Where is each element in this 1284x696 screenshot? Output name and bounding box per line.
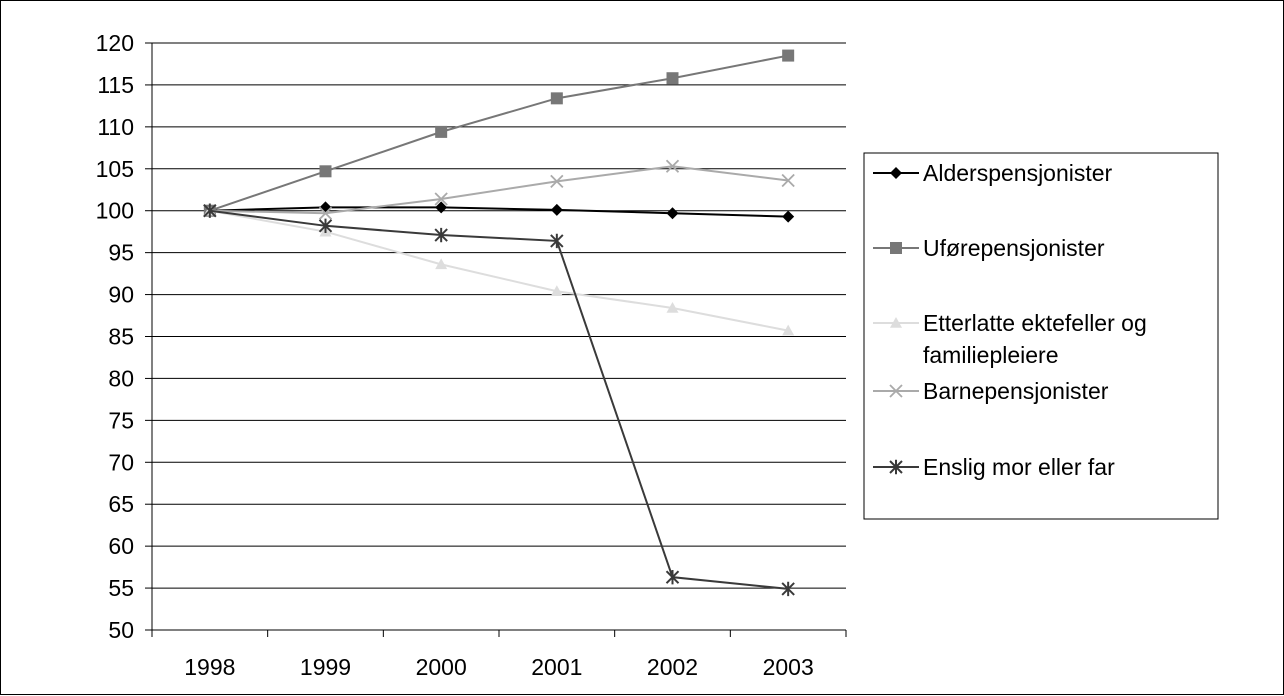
x-tick-label: 1998 <box>184 654 235 680</box>
series-line-alderspensjonister <box>209 206 789 218</box>
legend-marker-etterlatte-ektefeller-og-familiepleiere <box>890 317 902 328</box>
data-point-barnepensjonister <box>550 174 564 189</box>
y-tick-label: 120 <box>96 30 134 56</box>
data-point-barnepensjonister <box>781 173 795 188</box>
data-point-alderspensjonister <box>435 201 448 214</box>
series-line-barnepensjonister <box>209 165 789 215</box>
data-point-barnepensjonister <box>318 206 333 220</box>
x-tick-label: 2002 <box>647 654 698 680</box>
x-tick-label: 2003 <box>763 654 814 680</box>
data-point-etterlatte-ektefeller-og-familiepleiere <box>435 258 448 270</box>
legend-label-uf-repensjonister: Uførepensjonister <box>923 235 1105 261</box>
y-tick-label: 80 <box>108 365 134 391</box>
legend-marker-uf-repensjonister <box>890 242 902 254</box>
legend-label-line: familiepleiere <box>923 342 1059 368</box>
y-tick-label: 85 <box>108 324 134 350</box>
data-point-enslig-mor-eller-far <box>318 218 333 234</box>
y-tick-label: 105 <box>96 156 134 182</box>
x-tick-label: 1999 <box>300 654 351 680</box>
data-point-enslig-mor-eller-far <box>434 227 448 243</box>
data-point-barnepensjonister <box>434 192 448 206</box>
data-point-uf-repensjonister <box>319 165 332 178</box>
legend-marker-enslig-mor-eller-far <box>889 459 903 475</box>
data-point-enslig-mor-eller-far <box>203 203 217 218</box>
data-point-etterlatte-ektefeller-og-familiepleiere <box>782 324 795 336</box>
data-point-uf-repensjonister <box>782 49 795 62</box>
y-tick-label: 55 <box>108 575 134 601</box>
data-point-uf-repensjonister <box>550 92 563 105</box>
y-tick-label: 100 <box>96 198 134 224</box>
legend-box <box>863 152 1219 520</box>
data-point-enslig-mor-eller-far <box>665 569 680 585</box>
data-point-alderspensjonister <box>550 203 563 216</box>
y-tick-label: 90 <box>108 282 134 308</box>
y-tick-label: 70 <box>108 449 134 475</box>
x-tick-label: 2000 <box>416 654 467 680</box>
legend-marker-barnepensjonister <box>889 384 903 398</box>
y-tick-label: 60 <box>108 533 134 559</box>
data-point-enslig-mor-eller-far <box>781 581 795 597</box>
series-line-uf-repensjonister <box>209 54 789 212</box>
series-line-enslig-mor-eller-far <box>209 209 789 590</box>
y-tick-label: 65 <box>108 491 134 517</box>
data-point-barnepensjonister <box>665 159 680 173</box>
data-point-alderspensjonister <box>319 201 332 214</box>
y-tick-label: 110 <box>97 114 134 140</box>
data-point-alderspensjonister <box>782 210 795 223</box>
legend-label-alderspensjonister: Alderspensjonister <box>923 160 1113 186</box>
data-point-uf-repensjonister <box>435 125 448 138</box>
y-tick-label: 95 <box>108 240 134 266</box>
data-point-etterlatte-ektefeller-og-familiepleiere <box>550 285 563 297</box>
y-tick-label: 115 <box>97 72 134 98</box>
data-point-uf-repensjonister <box>666 72 679 85</box>
legend-marker-alderspensjonister <box>890 167 902 179</box>
data-point-alderspensjonister <box>666 207 679 220</box>
legend-label-barnepensjonister: Barnepensjonister <box>923 378 1109 404</box>
y-tick-label: 50 <box>108 617 134 643</box>
legend-label-etterlatte-ektefeller-og-familiepleiere: Etterlatte ektefeller og familiepleiere <box>923 310 1147 368</box>
x-tick-label: 2001 <box>531 654 582 680</box>
data-point-enslig-mor-eller-far <box>550 233 564 249</box>
data-point-etterlatte-ektefeller-og-familiepleiere <box>666 301 679 313</box>
series-line-etterlatte-ektefeller-og-familiepleiere <box>209 209 789 332</box>
y-tick-label: 75 <box>108 407 134 433</box>
legend-label-enslig-mor-eller-far: Enslig mor eller far <box>923 454 1115 480</box>
legend-label-line: Etterlatte ektefeller og <box>923 310 1147 336</box>
